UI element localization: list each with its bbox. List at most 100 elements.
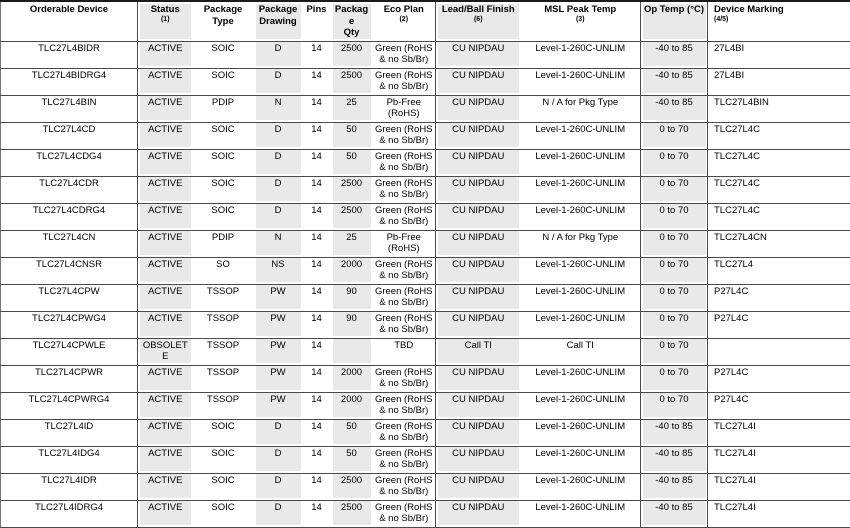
cell-package-qty: 2500 [331,68,373,95]
cell-package-drawing: D [254,41,303,68]
cell-orderable-device: TLC27L4CDG4 [1,149,138,176]
cell-msl-peak-temp: Level-1-260C-UNLIM [521,392,641,419]
cell-msl-peak-temp: Level-1-260C-UNLIM [521,203,641,230]
column-header-label: Pins [305,4,329,16]
cell-pins: 14 [303,68,331,95]
cell-package-type: SO [193,257,254,284]
cell-op-temp: 0 to 70 [641,392,708,419]
cell-op-temp: 0 to 70 [641,338,708,365]
cell-status: ACTIVE [138,95,193,122]
cell-package-drawing: D [254,68,303,95]
cell-op-temp: -40 to 85 [641,419,708,446]
cell-pins: 14 [303,95,331,122]
cell-package-type: TSSOP [193,392,254,419]
cell-lead-ball-finish: CU NIPDAU [436,176,521,203]
cell-msl-peak-temp: Level-1-260C-UNLIM [521,68,641,95]
cell-package-type: PDIP [193,230,254,257]
cell-package-type: SOIC [193,41,254,68]
cell-op-temp: -40 to 85 [641,446,708,473]
column-header-label: Eco Plan [375,4,434,16]
column-header-status: Status(1) [138,1,193,41]
cell-package-type: SOIC [193,500,254,527]
cell-eco-plan: Green (RoHS & no Sb/Br) [373,473,436,500]
cell-device-marking: TLC27L4C [708,149,850,176]
cell-package-qty: 25 [331,95,373,122]
cell-lead-ball-finish: CU NIPDAU [436,500,521,527]
cell-orderable-device: TLC27L4IDRG4 [1,500,138,527]
cell-eco-plan: Green (RoHS & no Sb/Br) [373,257,436,284]
cell-msl-peak-temp: Level-1-260C-UNLIM [521,284,641,311]
cell-lead-ball-finish: CU NIPDAU [436,365,521,392]
cell-orderable-device: TLC27L4IDG4 [1,446,138,473]
cell-package-type: SOIC [193,419,254,446]
column-header-package-qty: Package Qty [331,1,373,41]
cell-package-qty: 50 [331,122,373,149]
cell-lead-ball-finish: CU NIPDAU [436,284,521,311]
cell-package-qty: 2000 [331,365,373,392]
cell-op-temp: 0 to 70 [641,203,708,230]
column-header-eco-plan: Eco Plan(2) [373,1,436,41]
cell-device-marking: P27L4C [708,365,850,392]
cell-package-drawing: N [254,230,303,257]
cell-pins: 14 [303,149,331,176]
cell-package-type: SOIC [193,68,254,95]
cell-device-marking: TLC27L4I [708,500,850,527]
cell-op-temp: -40 to 85 [641,500,708,527]
cell-package-qty: 90 [331,311,373,338]
column-header-label: Op Temp (°C) [643,4,705,16]
cell-lead-ball-finish: CU NIPDAU [436,311,521,338]
cell-package-qty: 90 [331,284,373,311]
cell-device-marking: TLC27L4I [708,419,850,446]
cell-package-drawing: PW [254,338,303,365]
cell-eco-plan: Green (RoHS & no Sb/Br) [373,176,436,203]
cell-msl-peak-temp: N / A for Pkg Type [521,95,641,122]
cell-pins: 14 [303,419,331,446]
cell-op-temp: 0 to 70 [641,122,708,149]
cell-status: ACTIVE [138,284,193,311]
cell-lead-ball-finish: CU NIPDAU [436,257,521,284]
cell-package-qty: 2500 [331,41,373,68]
cell-orderable-device: TLC27L4BIDRG4 [1,68,138,95]
cell-msl-peak-temp: Level-1-260C-UNLIM [521,311,641,338]
cell-package-qty: 2000 [331,257,373,284]
cell-lead-ball-finish: CU NIPDAU [436,446,521,473]
cell-status: ACTIVE [138,203,193,230]
cell-op-temp: -40 to 85 [641,95,708,122]
cell-device-marking: 27L4BI [708,68,850,95]
cell-status: ACTIVE [138,176,193,203]
cell-lead-ball-finish: CU NIPDAU [436,230,521,257]
cell-pins: 14 [303,257,331,284]
cell-package-drawing: PW [254,311,303,338]
cell-orderable-device: TLC27L4CD [1,122,138,149]
cell-eco-plan: Pb-Free (RoHS) [373,95,436,122]
cell-op-temp: 0 to 70 [641,311,708,338]
cell-package-drawing: D [254,203,303,230]
cell-pins: 14 [303,392,331,419]
cell-orderable-device: TLC27L4CDRG4 [1,203,138,230]
cell-status: ACTIVE [138,41,193,68]
cell-pins: 14 [303,284,331,311]
column-header-package-drawing: Package Drawing [254,1,303,41]
cell-orderable-device: TLC27L4CPWRG4 [1,392,138,419]
cell-package-type: SOIC [193,122,254,149]
cell-device-marking: P27L4C [708,392,850,419]
cell-op-temp: 0 to 70 [641,230,708,257]
footnote-ref: (2) [375,16,434,24]
cell-msl-peak-temp: Level-1-260C-UNLIM [521,446,641,473]
cell-orderable-device: TLC27L4BIDR [1,41,138,68]
cell-op-temp: -40 to 85 [641,68,708,95]
cell-lead-ball-finish: CU NIPDAU [436,392,521,419]
cell-package-type: SOIC [193,149,254,176]
cell-package-qty: 2500 [331,203,373,230]
cell-eco-plan: Green (RoHS & no Sb/Br) [373,284,436,311]
